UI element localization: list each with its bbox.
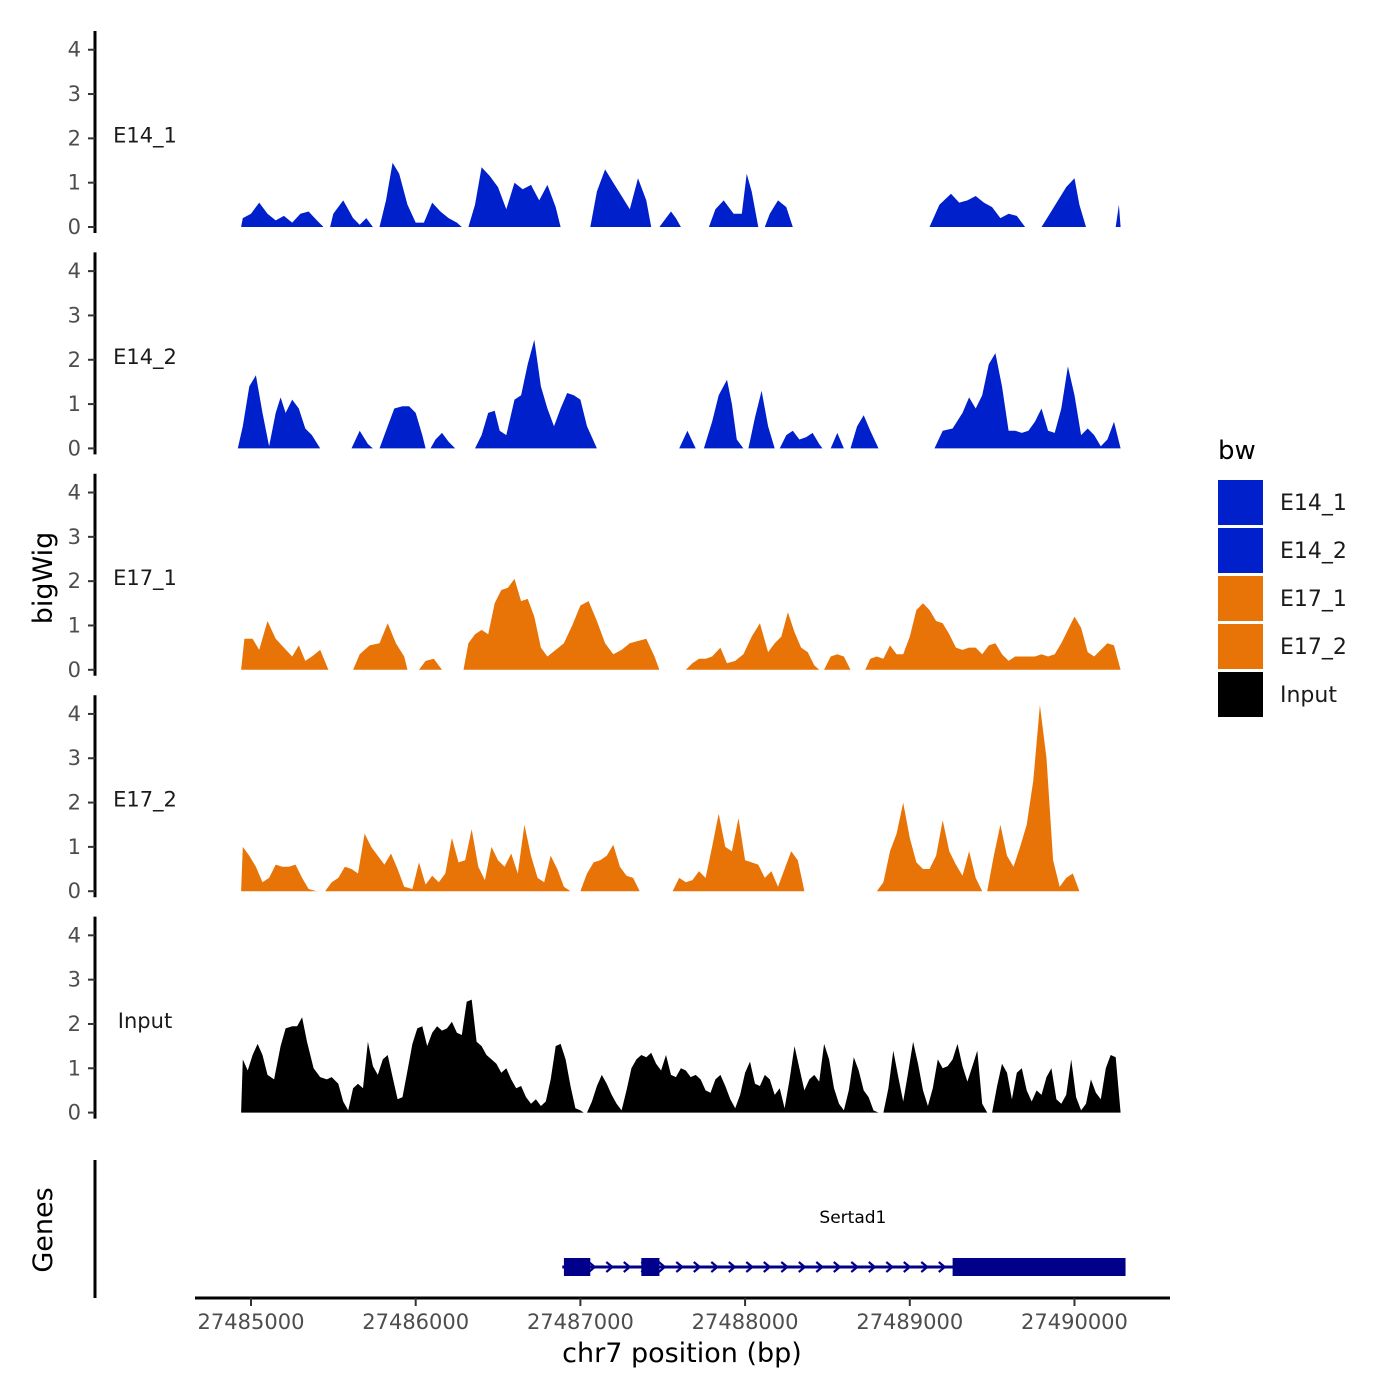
y-axis-title: bigWig [28,532,59,625]
signal-area-e17_1 [241,578,1121,670]
track-label: Input [118,1009,172,1033]
legend: bw E14_1 E14_2 E17_1 E17_2 Input [1218,436,1347,717]
x-axis-title: chr7 position (bp) [562,1338,802,1369]
x-tick-label: 27489000 [856,1310,963,1334]
y-tick-label: 3 [68,525,81,549]
strand-arrow [920,1261,929,1273]
track-label: E17_2 [113,788,177,813]
strand-arrow [815,1261,824,1273]
strand-arrow [745,1261,754,1273]
legend-label: E14_1 [1280,491,1347,516]
legend-swatch [1218,624,1263,669]
y-tick-label: 1 [68,613,81,637]
legend-label: Input [1280,683,1337,708]
strand-arrow [658,1261,667,1273]
track-e17_1: 0 1 2 3 4 E17_1 [68,473,1121,682]
signal-area-e17_2 [241,705,1080,892]
gene-name-label: Sertad1 [819,1208,886,1228]
y-tick-label: 3 [68,968,81,992]
strand-arrow [763,1261,772,1273]
track-e14_2: 0 1 2 3 4 E14_2 [68,252,1121,460]
y-tick-label: 1 [68,171,81,195]
y-tick-label: 4 [68,481,81,505]
legend-swatch [1218,480,1263,525]
gene-exon [563,1258,591,1276]
legend-item-input: Input [1218,672,1337,717]
y-tick-label: 1 [68,835,81,859]
legend-swatch [1218,576,1263,621]
strand-arrow [868,1261,877,1273]
track-label: E14_2 [113,345,177,370]
y-tick-label: 2 [68,1012,81,1036]
legend-item-e14_1: E14_1 [1218,480,1347,525]
y-tick-label: 2 [68,791,81,815]
y-tick-label: 0 [68,436,81,460]
track-panels: 0 1 2 3 4 E14_1 0 1 2 3 4 E14_2 0 1 2 3 4 E17_1 0 1 2 3 4 E17_2… [68,31,1121,1125]
x-tick-label: 27490000 [1021,1310,1128,1334]
track-label: E17_1 [113,566,177,591]
y-tick-label: 3 [68,303,81,327]
y-tick-label: 0 [68,215,81,239]
x-axis: 27485000 27486000 27487000 27488000 27489000… [195,1296,1170,1334]
gene-exon [952,1258,1126,1276]
strand-arrow [850,1261,859,1273]
y-tick-label: 3 [68,82,81,106]
legend-item-e14_2: E14_2 [1218,528,1347,573]
legend-swatch [1218,672,1263,717]
strand-arrow [605,1261,614,1273]
gene-exon [641,1258,660,1276]
x-tick-label: 27486000 [362,1310,469,1334]
legend-label: E14_2 [1280,539,1347,564]
strand-arrow [675,1261,684,1273]
strand-arrow [728,1261,737,1273]
y-tick-label: 1 [68,1056,81,1080]
legend-label: E17_2 [1280,635,1347,660]
y-tick-label: 3 [68,746,81,770]
signal-area-input [241,999,1121,1113]
track-e14_1: 0 1 2 3 4 E14_1 [68,31,1121,239]
y-tick-label: 0 [68,1101,81,1125]
legend-title: bw [1218,436,1256,466]
y-tick-label: 0 [68,658,81,682]
legend-item-e17_1: E17_1 [1218,576,1347,621]
strand-arrow [693,1261,702,1273]
strand-arrow [885,1261,894,1273]
y-tick-label: 4 [68,38,81,62]
strand-arrow [798,1261,807,1273]
strand-arrow [938,1261,947,1273]
y-tick-label: 2 [68,569,81,593]
signal-area-e14_1 [241,162,1121,227]
x-tick-label: 27487000 [527,1310,634,1334]
x-tick-label: 27488000 [692,1310,799,1334]
y-tick-label: 1 [68,392,81,416]
y-tick-label: 0 [68,879,81,903]
strand-arrow [780,1261,789,1273]
strand-arrow [710,1261,719,1273]
track-input: 0 1 2 3 4 Input [68,916,1121,1125]
y-tick-label: 4 [68,923,81,947]
legend-swatch [1218,528,1263,573]
y-tick-label: 4 [68,702,81,726]
y-tick-label: 4 [68,259,81,283]
legend-item-e17_2: E17_2 [1218,624,1347,669]
gene-sertad1: Sertad1 [562,1208,1126,1276]
x-tick-label: 27485000 [198,1310,305,1334]
y-tick-label: 2 [68,126,81,150]
genes-panel: Sertad1 [93,1160,1126,1298]
legend-label: E17_1 [1280,587,1347,612]
track-label: E14_1 [113,123,177,148]
strand-arrow [623,1261,632,1273]
y-tick-label: 2 [68,348,81,372]
strand-arrow [903,1261,912,1273]
signal-area-e14_2 [237,339,1121,449]
track-e17_2: 0 1 2 3 4 E17_2 [68,695,1080,903]
genes-axis-title: Genes [28,1187,59,1272]
strand-arrow [833,1261,842,1273]
strand-arrow [588,1261,597,1273]
